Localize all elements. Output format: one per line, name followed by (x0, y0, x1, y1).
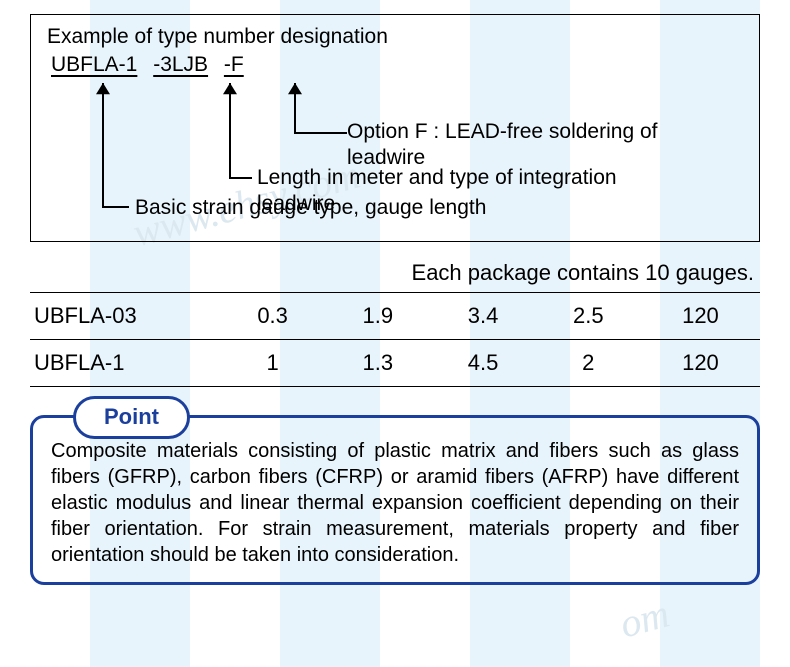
gauge-data-table: UBFLA-030.31.93.42.5120UBFLA-111.34.5212… (30, 292, 760, 387)
code-part-length: -3LJB (153, 53, 208, 76)
type-number-designation-box: Example of type number designation UBFLA… (30, 14, 760, 242)
row-value: 0.3 (220, 293, 325, 340)
label-optionF: Option F : LEAD-free soldering of leadwi… (347, 119, 657, 172)
page-content: Example of type number designation UBFLA… (0, 0, 790, 585)
label-optionF-line1: Option F : LEAD-free soldering of (347, 120, 657, 143)
row-type: UBFLA-03 (30, 293, 220, 340)
row-value: 3.4 (430, 293, 535, 340)
row-value: 2.5 (536, 293, 641, 340)
row-value: 1.3 (325, 340, 430, 387)
row-value: 1.9 (325, 293, 430, 340)
designation-title: Example of type number designation (47, 25, 743, 49)
table-row: UBFLA-111.34.52120 (30, 340, 760, 387)
row-value: 2 (536, 340, 641, 387)
point-callout: Point Composite materials consisting of … (30, 415, 760, 585)
row-value: 120 (641, 293, 760, 340)
designation-code: UBFLA-1 -3LJB -F (51, 53, 743, 77)
point-badge: Point (73, 396, 190, 439)
label-basic: Basic strain gauge type, gauge length (135, 195, 486, 221)
package-note: Each package contains 10 gauges. (30, 260, 760, 286)
row-value: 4.5 (430, 340, 535, 387)
designation-diagram: Option F : LEAD-free soldering of leadwi… (47, 77, 743, 227)
label-length-line1: Length in meter and type of integration (257, 166, 617, 189)
row-type: UBFLA-1 (30, 340, 220, 387)
row-value: 120 (641, 340, 760, 387)
point-body: Composite materials consisting of plasti… (51, 438, 739, 568)
row-value: 1 (220, 340, 325, 387)
code-part-optionF: -F (224, 53, 244, 76)
table-row: UBFLA-030.31.93.42.5120 (30, 293, 760, 340)
code-part-basic: UBFLA-1 (51, 53, 137, 76)
